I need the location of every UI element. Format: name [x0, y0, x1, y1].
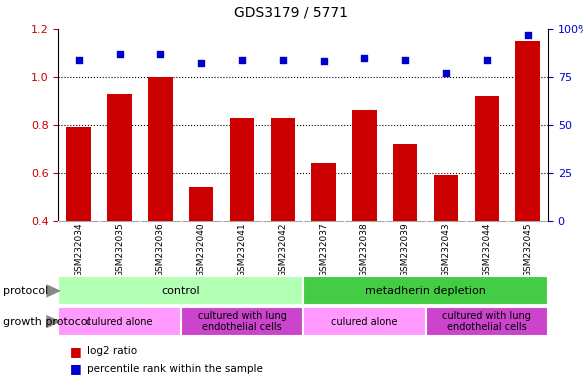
Bar: [58, 276, 303, 305]
Point: [441, 70, 451, 76]
Text: log2 ratio: log2 ratio: [87, 346, 138, 356]
Bar: [107, 94, 132, 221]
Text: cultured with lung
endothelial cells: cultured with lung endothelial cells: [198, 311, 286, 333]
Text: culured alone: culured alone: [331, 316, 398, 327]
Text: percentile rank within the sample: percentile rank within the sample: [87, 364, 264, 374]
Bar: [148, 77, 173, 221]
Point: [523, 31, 532, 38]
Bar: [393, 144, 417, 221]
Polygon shape: [47, 315, 61, 328]
Bar: [189, 187, 213, 221]
Bar: [434, 175, 458, 221]
Bar: [352, 111, 377, 221]
Bar: [515, 41, 540, 221]
Text: metadherin depletion: metadherin depletion: [365, 286, 486, 296]
Point: [319, 58, 328, 65]
Text: GSM232045: GSM232045: [523, 222, 532, 277]
Text: GSM232034: GSM232034: [74, 222, 83, 277]
Point: [156, 51, 165, 57]
Point: [360, 55, 369, 61]
Text: GSM232043: GSM232043: [441, 222, 451, 277]
Bar: [58, 307, 181, 336]
Text: GSM232038: GSM232038: [360, 222, 369, 277]
Point: [237, 56, 247, 63]
Bar: [426, 307, 548, 336]
Text: GSM232039: GSM232039: [401, 222, 410, 277]
Text: GSM232040: GSM232040: [196, 222, 206, 277]
Bar: [181, 307, 303, 336]
Text: growth protocol: growth protocol: [3, 316, 90, 327]
Text: ■: ■: [70, 362, 82, 375]
Text: ■: ■: [70, 345, 82, 358]
Text: culured alone: culured alone: [86, 316, 153, 327]
Text: GSM232036: GSM232036: [156, 222, 165, 277]
Text: GDS3179 / 5771: GDS3179 / 5771: [234, 6, 349, 20]
Point: [278, 56, 287, 63]
Point: [74, 56, 83, 63]
Text: protocol: protocol: [3, 286, 48, 296]
Text: GSM232041: GSM232041: [237, 222, 247, 277]
Point: [482, 56, 491, 63]
Bar: [475, 96, 499, 221]
Polygon shape: [47, 284, 61, 298]
Point: [115, 51, 124, 57]
Bar: [303, 307, 426, 336]
Text: cultured with lung
endothelial cells: cultured with lung endothelial cells: [442, 311, 531, 333]
Text: GSM232042: GSM232042: [278, 222, 287, 277]
Point: [401, 56, 410, 63]
Point: [196, 60, 206, 66]
Text: GSM232044: GSM232044: [482, 222, 491, 277]
Text: control: control: [161, 286, 200, 296]
Bar: [230, 118, 254, 221]
Text: GSM232037: GSM232037: [319, 222, 328, 277]
Text: GSM232035: GSM232035: [115, 222, 124, 277]
Bar: [66, 127, 91, 221]
Bar: [303, 276, 548, 305]
Bar: [311, 163, 336, 221]
Bar: [271, 118, 295, 221]
